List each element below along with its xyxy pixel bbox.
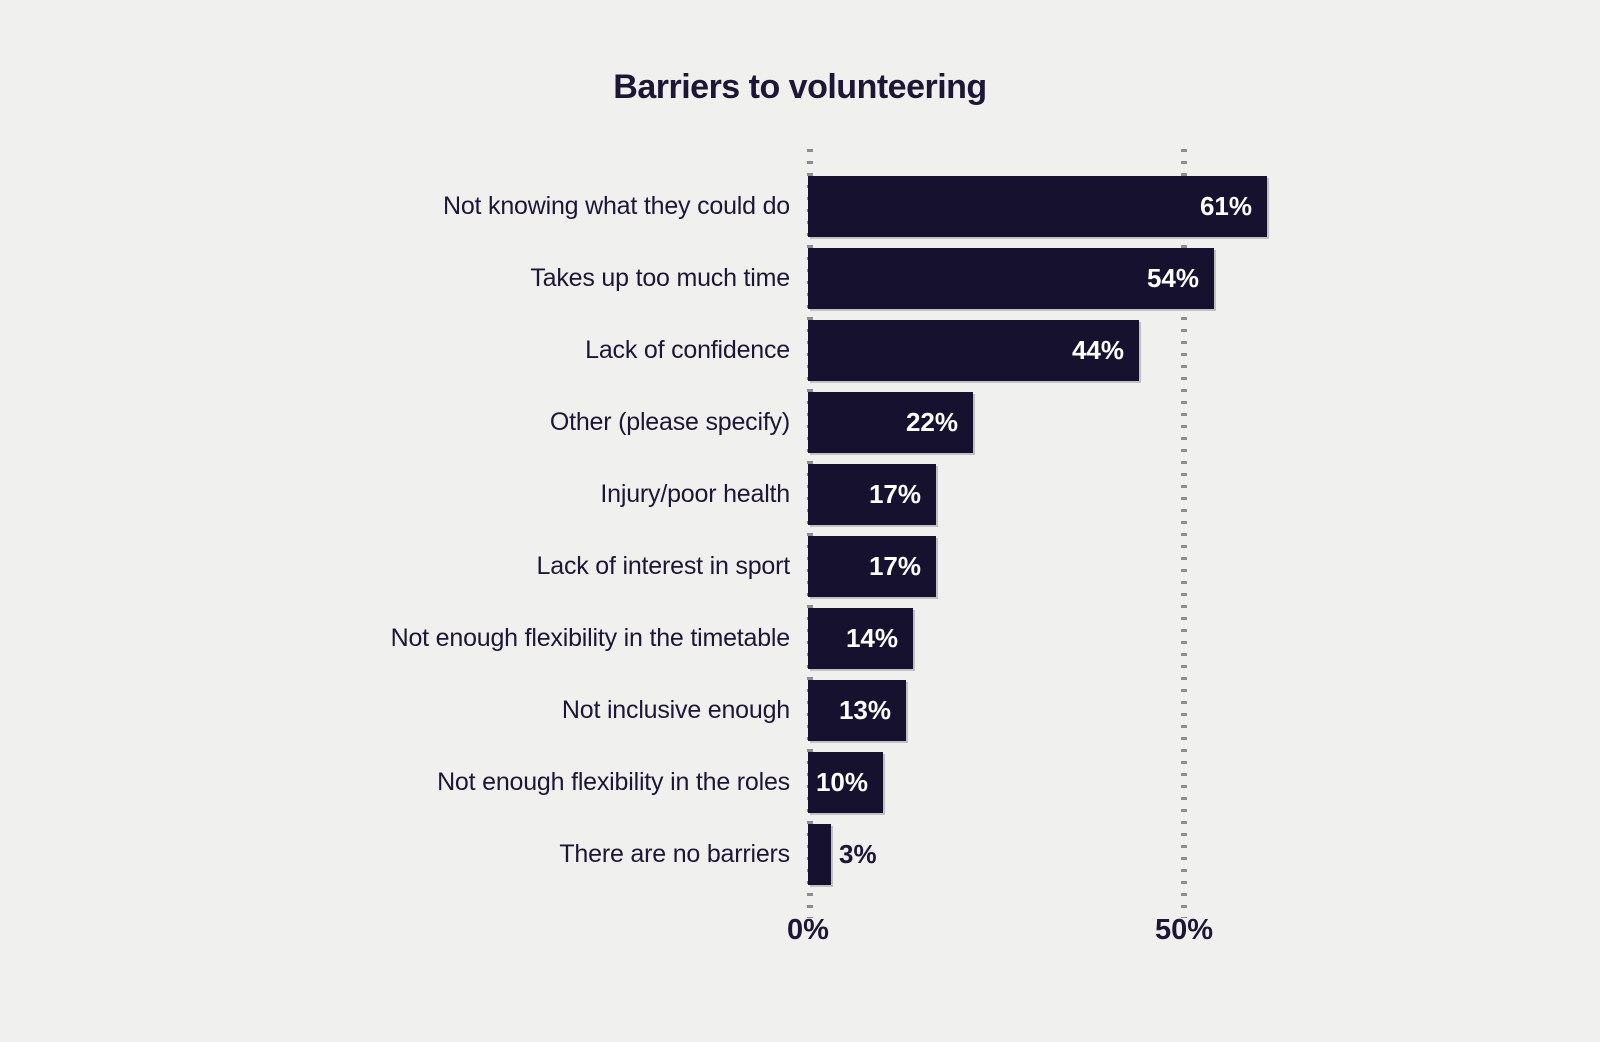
category-label: Lack of confidence [585,336,790,364]
bar-value-label: 22% [905,407,958,437]
bar-value-label: 14% [845,623,898,653]
category-label: Takes up too much time [530,264,790,292]
bar-row: Takes up too much time 54% [0,248,1600,309]
bar-value-label: 10% [815,767,868,797]
bar-row: Injury/poor health 17% [0,464,1600,525]
category-label: Not knowing what they could do [443,192,790,220]
bar [808,824,831,885]
category-label: There are no barriers [559,840,790,868]
bar: 10% [808,752,883,813]
bar-row: Not knowing what they could do 61% [0,176,1600,237]
bar-value-label: 61% [1199,191,1252,221]
bar-row: Not enough flexibility in the timetable 1… [0,608,1600,669]
bar: 17% [808,464,936,525]
bar-value-label: 44% [1071,335,1124,365]
bar-rows: Not knowing what they could do 61% Takes u… [0,176,1600,896]
bar-row: Not inclusive enough 13% [0,680,1600,741]
bar-value-label: 3% [839,839,877,869]
category-label: Not enough flexibility in the timetable [390,624,791,652]
bar: 44% [808,320,1139,381]
x-axis-tick-label-50: 50% [1154,914,1214,946]
category-label: Not inclusive enough [561,696,790,724]
category-label: Not enough flexibility in the roles [437,768,790,796]
bar-row: Other (please specify) 22% [0,392,1600,453]
bar-row: Not enough flexibility in the roles 10% [0,752,1600,813]
x-axis-tick-label-0: 0% [787,914,829,946]
category-label: Lack of interest in sport [536,552,791,580]
bar: 61% [808,176,1267,237]
bar-row: Lack of confidence 44% [0,320,1600,381]
bar: 13% [808,680,906,741]
category-label: Injury/poor health [600,480,790,508]
bar-value-label: 54% [1146,263,1199,293]
bar-row: Lack of interest in sport 17% [0,536,1600,597]
chart-title: Barriers to volunteering [613,68,987,106]
bar-value-label: 17% [868,551,921,581]
bar-row: There are no barriers 3% [0,824,1600,885]
bar: 54% [808,248,1214,309]
category-label: Other (please specify) [549,408,790,436]
bar: 22% [808,392,973,453]
bar-value-label: 17% [868,479,921,509]
gridline-50-percent [1181,149,1187,918]
bar-value-label: 13% [838,695,891,725]
bar: 14% [808,608,913,669]
gridline-0-percent [807,149,813,918]
bar: 17% [808,536,936,597]
